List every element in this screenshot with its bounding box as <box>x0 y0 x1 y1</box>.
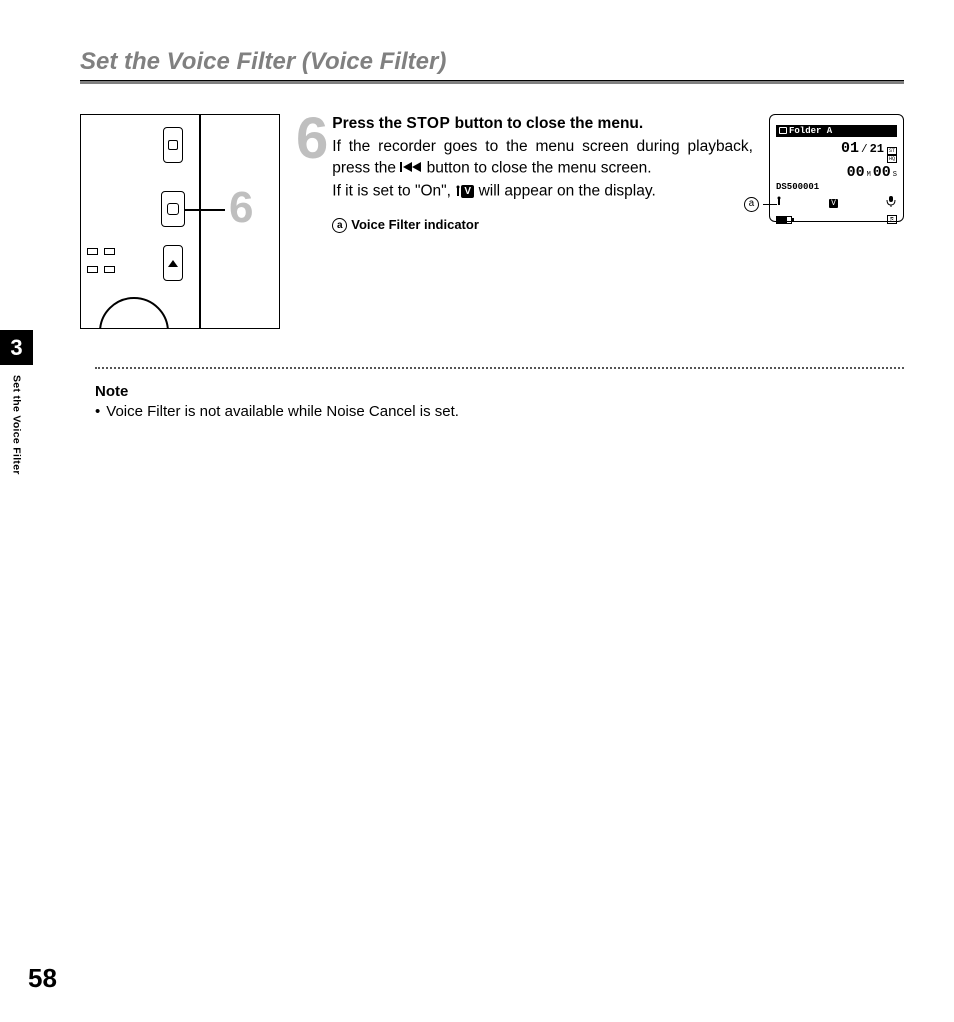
step-body-1: If the recorder goes to the menu screen … <box>332 137 753 179</box>
step-number: 6 <box>296 116 328 233</box>
lcd-file-sep: / <box>861 144 868 156</box>
folder-icon <box>779 127 787 134</box>
lcd-callout-leader <box>763 204 777 205</box>
lcd-sec: 00 <box>873 164 891 181</box>
dotted-separator <box>95 367 904 369</box>
illustration-step-number: 6 <box>229 183 253 233</box>
lcd-display: Folder A 01 / 21 ST HQ 00 M 00 S DS50000… <box>769 114 904 222</box>
note-bullet: • <box>95 403 100 420</box>
step-heading-post: button to close the menu. <box>450 115 643 132</box>
lcd-min: 00 <box>847 164 865 181</box>
rewind-icon <box>400 158 422 179</box>
note-item: • Voice Filter is not available while No… <box>95 403 904 420</box>
lcd-sec-unit: S <box>893 171 897 179</box>
stop-button-label: STOP <box>406 115 450 132</box>
battery-icon <box>776 216 792 224</box>
indicator-letter-a: a <box>332 218 347 233</box>
indicator-label: Voice Filter indicator <box>351 217 479 232</box>
note-heading: Note <box>95 383 904 400</box>
step-body2-pre: If it is set to "On", <box>332 183 455 200</box>
lcd-mic-icon <box>885 196 897 210</box>
step-heading-pre: Press the <box>332 115 406 132</box>
device-illustration: 6 <box>80 114 280 329</box>
page-title: Set the Voice Filter (Voice Filter) <box>80 48 446 75</box>
v-indicator-icon: V <box>461 185 474 198</box>
lcd-file-total: 21 <box>870 142 884 156</box>
step-body2-post: will appear on the display. <box>474 183 656 200</box>
lcd-folder-name: Folder A <box>789 126 832 136</box>
lcd-v-icon: V <box>829 199 838 208</box>
chapter-tab-number: 3 <box>0 330 33 365</box>
lcd-file-num: 01 <box>841 140 859 157</box>
lcd-badge-hq: HQ <box>887 155 897 163</box>
lcd-folder-bar: Folder A <box>776 125 897 137</box>
lcd-badge-st: ST <box>887 147 897 155</box>
chapter-tab-label: Set the Voice Filter <box>11 375 23 475</box>
step-body-2: If it is set to "On", V will appear on t… <box>332 181 753 202</box>
page-number: 58 <box>28 963 57 994</box>
sd-card-icon: ⎘ <box>887 215 897 224</box>
step-body1-post: button to close the menu screen. <box>422 159 651 176</box>
indicator-caption: a Voice Filter indicator <box>332 217 753 233</box>
step-heading: Press the STOP button to close the menu. <box>332 114 753 135</box>
lcd-filename: DS500001 <box>776 182 897 192</box>
note-text: Voice Filter is not available while Nois… <box>106 403 459 420</box>
title-underline <box>80 80 904 84</box>
lcd-min-unit: M <box>867 171 871 179</box>
lcd-callout-letter: a <box>744 197 759 212</box>
